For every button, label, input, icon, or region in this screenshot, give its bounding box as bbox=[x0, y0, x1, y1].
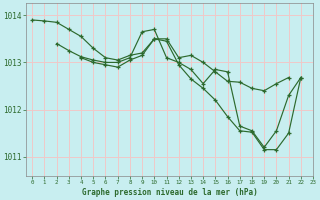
X-axis label: Graphe pression niveau de la mer (hPa): Graphe pression niveau de la mer (hPa) bbox=[82, 188, 258, 197]
